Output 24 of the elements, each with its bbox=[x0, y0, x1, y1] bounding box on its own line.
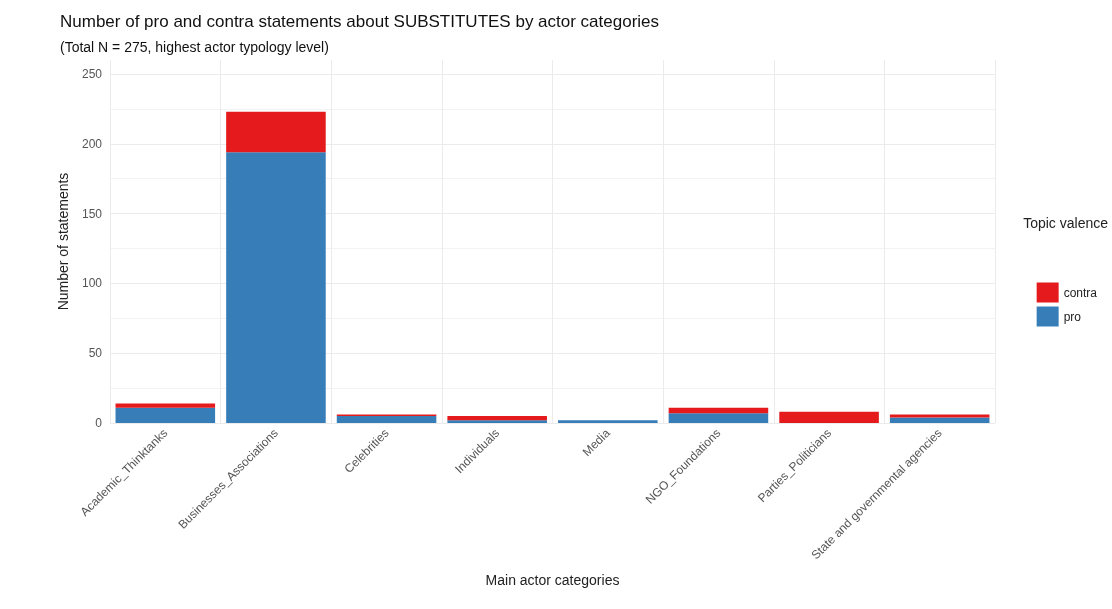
legend-label: pro bbox=[1063, 309, 1082, 324]
bar bbox=[447, 416, 547, 421]
y-axis-title: Number of statements bbox=[55, 172, 71, 311]
x-axis-title: Main actor categories bbox=[485, 572, 620, 588]
bar bbox=[889, 417, 990, 423]
bar bbox=[226, 111, 326, 153]
chart-subtitle: (Total N = 275, highest actor typology level) bbox=[60, 39, 329, 55]
bar bbox=[558, 420, 658, 423]
bar bbox=[779, 411, 879, 423]
bar bbox=[226, 152, 326, 423]
y-tick-label: 250 bbox=[81, 66, 103, 81]
y-tick-label: 0 bbox=[95, 416, 103, 430]
chart-title: Number of pro and contra statements about SUBSTITUTES by actor categories bbox=[60, 12, 660, 31]
y-tick-label: 200 bbox=[81, 136, 103, 151]
y-tick-label: 50 bbox=[88, 346, 103, 361]
bar bbox=[115, 403, 216, 408]
y-tick-label: 100 bbox=[81, 276, 103, 291]
legend-title: Topic valence bbox=[1023, 215, 1109, 231]
bar bbox=[668, 413, 769, 423]
y-tick-label: 150 bbox=[81, 206, 103, 221]
bar bbox=[115, 407, 216, 423]
bar bbox=[447, 420, 547, 423]
legend-label: contra bbox=[1063, 285, 1098, 300]
bar bbox=[336, 416, 437, 423]
